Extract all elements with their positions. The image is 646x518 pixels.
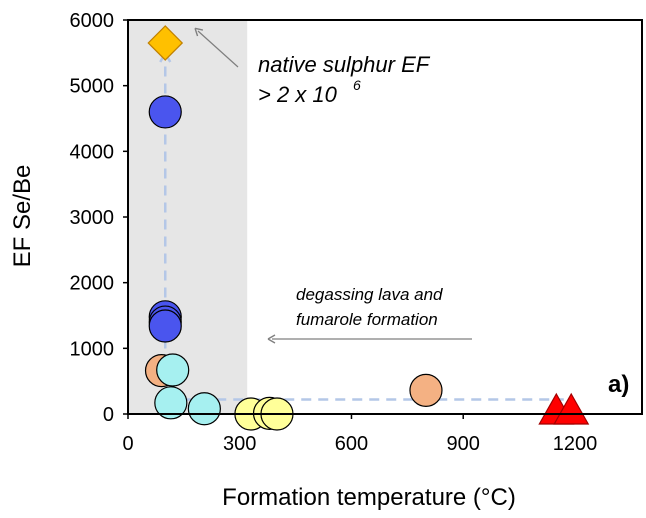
degassing-line-1: degassing lava and	[296, 285, 443, 304]
data-point-circle	[148, 95, 182, 129]
sulphur-line-2: > 2 x 10	[258, 82, 338, 107]
data-points	[144, 25, 590, 431]
degassing-line-2: fumarole formation	[296, 310, 438, 329]
data-point-diamond	[147, 25, 184, 61]
y-tick-label: 5000	[70, 76, 115, 98]
degassing-annotation: degassing lava and fumarole formation	[267, 285, 472, 344]
y-tick-label: 3000	[70, 207, 115, 229]
data-point-circle	[156, 353, 190, 387]
x-tick-label: 600	[335, 433, 368, 455]
y-tick-label: 4000	[70, 141, 115, 163]
plot-frame	[127, 19, 643, 415]
x-tick-label: 0	[122, 433, 133, 455]
shaded-region	[128, 20, 248, 414]
data-point-triangle	[553, 392, 590, 425]
sulphur-line-1: native sulphur EF	[258, 52, 431, 77]
y-tick-label: 6000	[70, 10, 115, 32]
x-axis-title: Formation temperature (°C)	[222, 484, 516, 511]
axis-ticks: 0 300 600 900 1200 0 1000 2000 3000 4000 5000 6000	[70, 10, 598, 455]
sulphur-arrow	[194, 27, 239, 68]
panel-label: a)	[608, 371, 629, 398]
x-tick-label: 900	[447, 433, 480, 455]
data-point-circle	[154, 386, 188, 420]
y-axis-title: EF Se/Be	[9, 165, 36, 268]
y-tick-label: 0	[103, 404, 114, 426]
x-tick-label: 300	[223, 433, 256, 455]
sulphur-exponent: 6	[353, 77, 361, 93]
x-tick-label: 1200	[553, 433, 598, 455]
y-tick-label: 2000	[70, 273, 115, 295]
y-tick-label: 1000	[70, 338, 115, 360]
data-point-circle	[148, 309, 182, 343]
sulphur-annotation: native sulphur EF > 2 x 10 6	[194, 27, 431, 107]
data-point-circle	[187, 392, 221, 426]
data-point-circle	[409, 373, 443, 407]
